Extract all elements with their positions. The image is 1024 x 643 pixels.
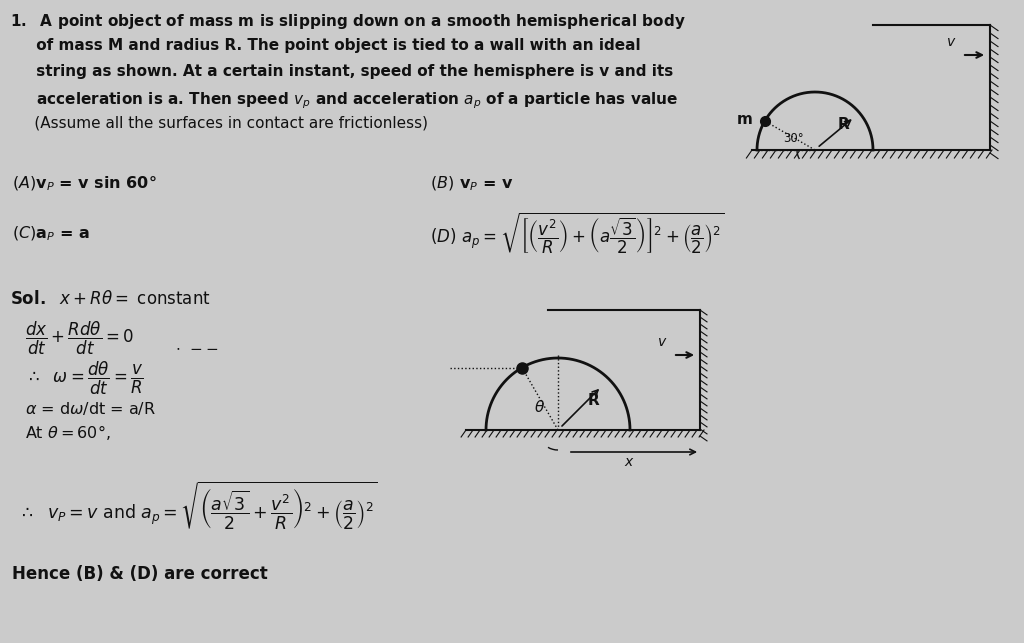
Text: $(C)$a$_P$ = a: $(C)$a$_P$ = a [12, 225, 90, 244]
Text: $\mathbf{Sol.}$  $x + R\theta =$ constant: $\mathbf{Sol.}$ $x + R\theta =$ constant [10, 290, 211, 308]
Text: v: v [658, 335, 667, 349]
Text: $(D)$ $a_p = \sqrt{\left[\left(\dfrac{v^2}{R}\right)+\left(a\dfrac{\sqrt{3}}{2}\: $(D)$ $a_p = \sqrt{\left[\left(\dfrac{v^… [430, 210, 725, 255]
Text: acceleration is a. Then speed $v_p$ and acceleration $a_p$ of a particle has val: acceleration is a. Then speed $v_p$ and … [10, 90, 678, 111]
Text: θ: θ [535, 400, 545, 415]
Text: string as shown. At a certain instant, speed of the hemisphere is v and its: string as shown. At a certain instant, s… [10, 64, 673, 79]
Text: x: x [624, 455, 632, 469]
Text: R: R [588, 394, 599, 408]
Text: At $\theta = 60°,$: At $\theta = 60°,$ [25, 423, 111, 442]
Text: R: R [838, 116, 849, 132]
Text: $\cdot$  $- -$: $\cdot$ $- -$ [175, 342, 218, 357]
Text: m: m [737, 111, 753, 127]
Text: 30°: 30° [783, 132, 804, 145]
Text: $\therefore\ \ v_P = v$ and $a_p = \sqrt{\left(\dfrac{a\sqrt{3}}{2}+\dfrac{v^2}{: $\therefore\ \ v_P = v$ and $a_p = \sqrt… [18, 480, 378, 532]
Text: v: v [947, 35, 955, 49]
Text: $\therefore\ \ \omega = \dfrac{d\theta}{dt} = \dfrac{v}{R}$: $\therefore\ \ \omega = \dfrac{d\theta}{… [25, 360, 144, 397]
Text: of mass M and radius R. The point object is tied to a wall with an ideal: of mass M and radius R. The point object… [10, 38, 641, 53]
Text: $\alpha$ = d$\omega$/dt = a/R: $\alpha$ = d$\omega$/dt = a/R [25, 400, 156, 417]
Text: $\dfrac{dx}{dt} + \dfrac{Rd\theta}{dt} = 0$: $\dfrac{dx}{dt} + \dfrac{Rd\theta}{dt} =… [25, 320, 134, 358]
Text: $(A)$v$_P$ = v sin 60°: $(A)$v$_P$ = v sin 60° [12, 175, 157, 194]
Text: $(B)$ v$_P$ = v: $(B)$ v$_P$ = v [430, 175, 514, 194]
Text: Hence (B) & (D) are correct: Hence (B) & (D) are correct [12, 565, 267, 583]
Text: (Assume all the surfaces in contact are frictionless): (Assume all the surfaces in contact are … [10, 116, 428, 131]
Text: $\mathbf{1.}$  A point object of mass m is slipping down on a smooth hemispheric: $\mathbf{1.}$ A point object of mass m i… [10, 12, 686, 31]
